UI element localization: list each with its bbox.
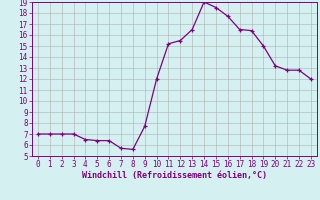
X-axis label: Windchill (Refroidissement éolien,°C): Windchill (Refroidissement éolien,°C) (82, 171, 267, 180)
